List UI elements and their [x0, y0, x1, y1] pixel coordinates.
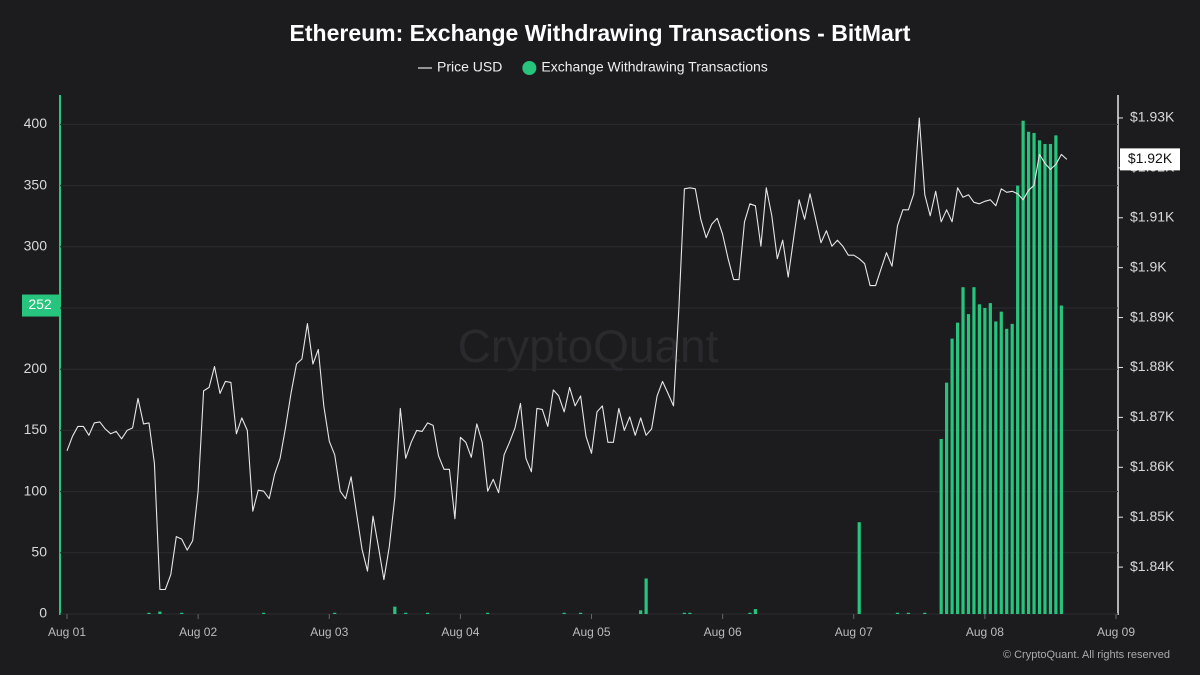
bar	[939, 438, 943, 614]
y2-tick-label: $1.93K	[1130, 109, 1175, 125]
price-line	[66, 117, 1068, 591]
bar	[906, 612, 910, 614]
y-tick-label: 100	[24, 482, 48, 498]
x-tick-label: Aug 07	[835, 625, 873, 639]
watermark: CryptoQuant	[458, 320, 719, 372]
bar	[1037, 140, 1042, 614]
bar	[961, 287, 965, 614]
bar	[753, 609, 758, 614]
source: © CryptoQuant. All rights reserved	[1003, 649, 1170, 661]
y-tick-label: 0	[39, 605, 47, 621]
y2-tick-label: $1.84K	[1130, 558, 1175, 574]
legend-label: Exchange Withdrawing Transactions	[541, 59, 767, 75]
y2-tick-label: $1.89K	[1130, 308, 1175, 324]
y2-tick-label: $1.91K	[1130, 208, 1175, 224]
legend-label: Price USD	[437, 59, 502, 75]
bar	[1059, 305, 1063, 614]
bar	[158, 611, 162, 614]
y-tick-label: 200	[24, 360, 48, 376]
x-tick-label: Aug 02	[179, 625, 217, 639]
bar	[977, 304, 982, 614]
bar	[983, 307, 987, 614]
bar	[955, 322, 960, 614]
x-tick-label: Aug 01	[48, 625, 86, 639]
chart-title: Ethereum: Exchange Withdrawing Transacti…	[290, 20, 911, 46]
bar	[1054, 135, 1058, 615]
bar	[1032, 132, 1036, 615]
y2-tick-label: $1.87K	[1130, 408, 1175, 424]
bar	[404, 612, 408, 614]
bar	[950, 338, 954, 614]
bar	[333, 612, 337, 614]
x-tick-label: Aug 06	[704, 625, 742, 639]
bar	[639, 610, 643, 614]
last-value-label: $1.92K	[1128, 150, 1173, 166]
x-tick-label: Aug 03	[310, 625, 348, 639]
y-tick-label: 150	[24, 421, 48, 437]
last-value-badge	[1120, 148, 1180, 171]
bar	[688, 612, 692, 614]
y-tick-label: 50	[31, 544, 47, 560]
bar	[562, 612, 566, 614]
bar	[1026, 131, 1031, 615]
bar	[988, 303, 992, 614]
x-tick-label: Aug 09	[1097, 625, 1135, 639]
bar	[1021, 120, 1025, 614]
bar	[180, 612, 184, 614]
bar	[578, 612, 583, 614]
bar	[1016, 185, 1020, 614]
bar	[966, 314, 971, 614]
y2-tick-label: $1.88K	[1130, 358, 1175, 374]
bar	[393, 606, 397, 614]
y-tick-label: 350	[24, 176, 48, 192]
bar	[748, 612, 752, 614]
bar	[486, 612, 490, 614]
last-value-badge	[22, 294, 59, 317]
bar	[857, 522, 861, 614]
bar	[147, 612, 151, 614]
bar	[1005, 328, 1009, 614]
bar	[1048, 143, 1053, 614]
legend-dot	[522, 61, 537, 75]
bar	[999, 311, 1003, 614]
legend: Price USD Exchange Withdrawing Transactio…	[418, 59, 768, 75]
bar	[895, 612, 900, 614]
bar	[262, 612, 266, 614]
x-tick-label: Aug 05	[572, 625, 610, 639]
bar	[682, 612, 686, 614]
bar	[972, 287, 976, 614]
y2-tick-label: $1.9K	[1130, 258, 1167, 274]
y2-tick-label: $1.85K	[1130, 508, 1175, 524]
bar	[1010, 323, 1014, 614]
y-tick-label: 400	[24, 115, 48, 131]
y2-tick-label: $1.86K	[1130, 458, 1175, 474]
bar	[923, 612, 927, 614]
bar	[994, 321, 998, 614]
x-tick-label: Aug 08	[966, 625, 1004, 639]
bar	[644, 578, 648, 614]
bar	[425, 612, 430, 614]
bar	[945, 382, 949, 614]
x-tick-label: Aug 04	[441, 625, 479, 639]
y-tick-label: 300	[24, 237, 48, 253]
last-value-label: 252	[28, 296, 52, 312]
bar	[1043, 143, 1047, 614]
